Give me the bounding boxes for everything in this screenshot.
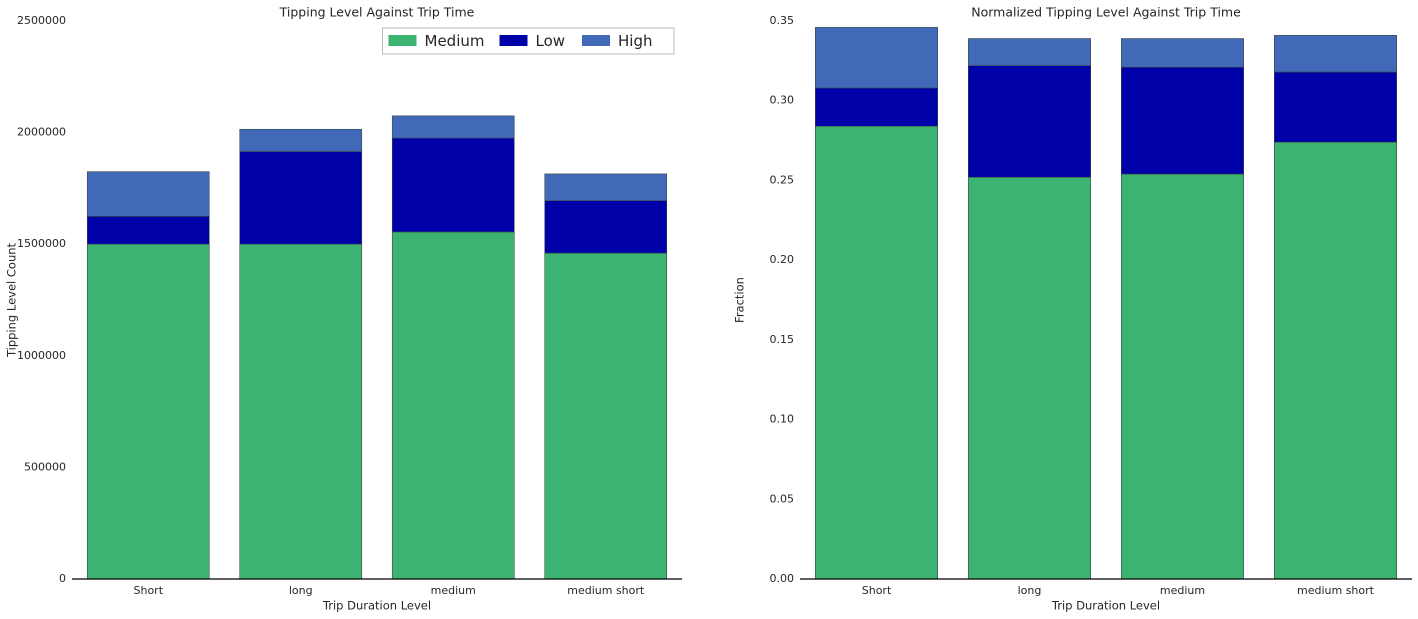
- y-tick-label: 0.25: [770, 173, 795, 186]
- y-tick-label: 1000000: [17, 349, 66, 362]
- bar-segment: [967, 176, 1091, 580]
- x-tick-label: long: [289, 584, 313, 597]
- y-axis-label: Fraction: [733, 277, 747, 323]
- bar-segment: [814, 125, 938, 580]
- bar-segment: [1121, 66, 1245, 175]
- bar-segment: [967, 38, 1091, 66]
- bar-segment: [814, 87, 938, 127]
- y-axis-label: Tipping Level Count: [5, 242, 19, 358]
- y-tick-label: 2500000: [17, 14, 66, 27]
- x-tick-label: medium: [1160, 584, 1205, 597]
- bar-segment: [544, 252, 668, 580]
- x-axis-label: Trip Duration Level: [1051, 599, 1160, 613]
- bar-segment: [544, 200, 668, 254]
- y-tick-label: 0.15: [770, 333, 795, 346]
- bar-segment: [239, 151, 363, 245]
- legend: Medium Low High: [382, 27, 675, 55]
- y-tick-label: 500000: [24, 460, 66, 473]
- x-tick-label: Short: [862, 584, 892, 597]
- x-tick-label: medium short: [567, 584, 645, 597]
- bar-segment: [391, 231, 515, 580]
- y-tick-label: 0: [59, 572, 66, 585]
- y-tick-label: 0.10: [770, 413, 795, 426]
- legend-label: Medium: [425, 32, 485, 50]
- y-tick-label: 2000000: [17, 126, 66, 139]
- bar-segment: [239, 128, 363, 152]
- bar-segment: [544, 173, 668, 201]
- bar-segment: [86, 243, 210, 580]
- bar-segment: [814, 27, 938, 89]
- bar-segment: [391, 115, 515, 139]
- y-tick-label: 1500000: [17, 237, 66, 250]
- y-tick-label: 0.30: [770, 94, 795, 107]
- bar-segment: [967, 65, 1091, 178]
- chart-title: Normalized Tipping Level Against Trip Ti…: [971, 5, 1241, 20]
- bar-segment: [1274, 35, 1398, 73]
- x-axis-label: Trip Duration Level: [322, 599, 431, 613]
- bar-segment: [1121, 38, 1245, 68]
- x-tick-label: medium: [431, 584, 476, 597]
- legend-swatch: [388, 35, 417, 46]
- legend-label: Low: [536, 32, 566, 50]
- y-tick-label: 0.35: [770, 14, 795, 27]
- bar-segment: [239, 243, 363, 580]
- bar-segment: [86, 171, 210, 217]
- bar-segment: [86, 216, 210, 245]
- bar-segment: [1274, 71, 1398, 143]
- x-tick-label: Short: [133, 584, 163, 597]
- legend-swatch: [499, 35, 528, 46]
- legend-label: High: [618, 32, 652, 50]
- plot: Normalized Tipping Level Against Trip Ti…: [733, 5, 1412, 613]
- y-tick-label: 0.05: [770, 492, 795, 505]
- chart-title: Tipping Level Against Trip Time: [279, 5, 475, 20]
- y-tick-label: 0.20: [770, 253, 795, 266]
- bar-segment: [1121, 173, 1245, 580]
- legend-swatch: [582, 35, 610, 46]
- x-tick-label: long: [1018, 584, 1042, 597]
- plot: Tipping Level Against Trip Time Trip Dura…: [5, 5, 682, 613]
- x-tick-label: medium short: [1297, 584, 1375, 597]
- legend-box: [382, 27, 675, 55]
- bar-segment: [1274, 141, 1398, 580]
- y-tick-label: 0.00: [770, 572, 795, 585]
- bar-segment: [391, 137, 515, 233]
